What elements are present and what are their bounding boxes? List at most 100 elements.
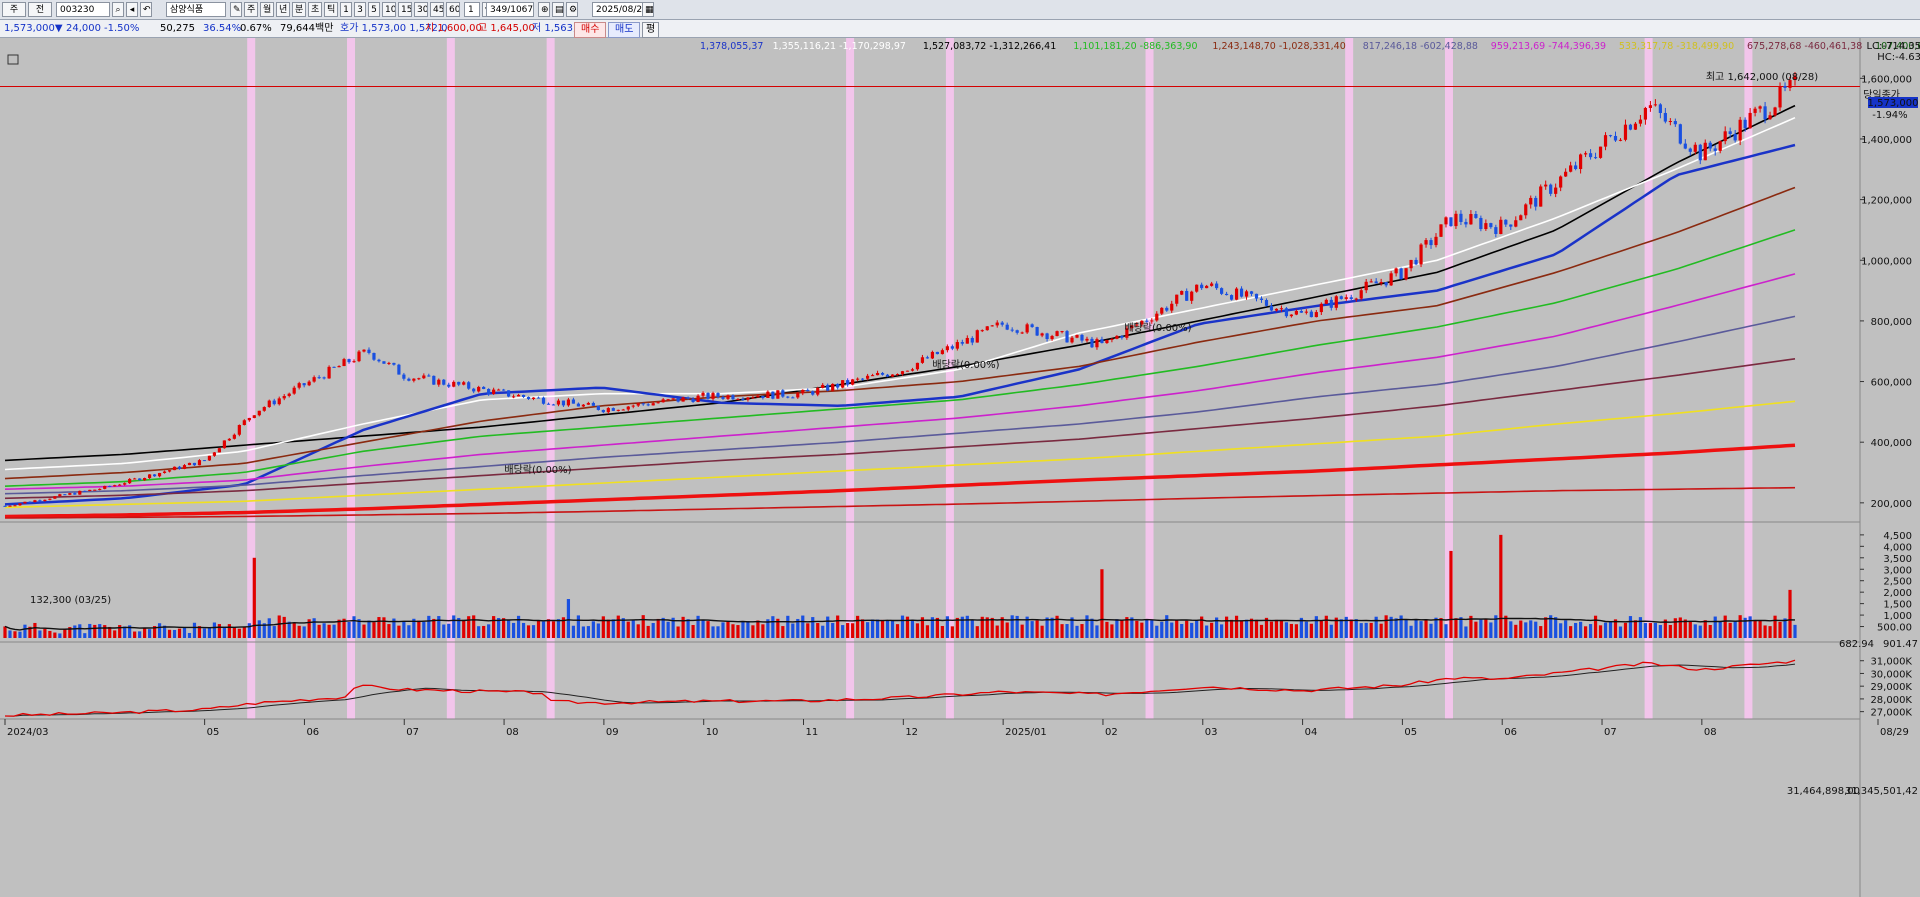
interval-3[interactable]: 3 <box>354 2 366 17</box>
indicator-value: 1,378,055,37 <box>700 41 763 52</box>
volume-bar <box>103 625 107 638</box>
volume-bar <box>1743 617 1747 638</box>
volume-bar <box>297 625 301 638</box>
candle-body <box>761 395 765 398</box>
volume-bar <box>890 619 895 638</box>
volume-bar <box>865 622 870 638</box>
back-icon[interactable]: ↶ <box>140 2 152 17</box>
speaker-icon[interactable]: ◂ <box>126 2 138 17</box>
candle-body <box>1020 332 1024 334</box>
candle-body <box>591 402 595 406</box>
candle-body <box>33 500 37 503</box>
interval-60[interactable]: 60 <box>446 2 460 17</box>
low-note: 132,300 (03/25) <box>30 595 111 606</box>
extra-button[interactable]: 평 <box>642 22 660 38</box>
volume-bar <box>686 619 690 638</box>
candle-body <box>1010 329 1014 331</box>
candle-body <box>1698 144 1702 161</box>
candle-body <box>1374 281 1378 284</box>
search-icon[interactable]: ⌕ <box>112 2 124 17</box>
candle-body <box>1329 299 1333 308</box>
candle-body <box>302 383 306 386</box>
candle-body <box>826 384 830 391</box>
candle-body <box>1284 308 1289 317</box>
stock-chart[interactable]: 200,000 400,000 600,000 800,000 1,000,000 1,2… <box>0 38 1920 897</box>
interval-5[interactable]: 5 <box>368 2 380 17</box>
candle-body <box>412 378 416 381</box>
candle-body <box>1544 184 1548 187</box>
calendar-icon[interactable]: ▦ <box>642 2 654 17</box>
candle-body <box>1444 217 1448 225</box>
candle-body <box>950 346 954 349</box>
count-input[interactable]: 1 <box>464 2 480 17</box>
candle-body <box>133 478 137 480</box>
interval-15[interactable]: 15 <box>398 2 412 17</box>
candle-body <box>1364 281 1368 291</box>
interval-30[interactable]: 30 <box>414 2 428 17</box>
period-tab-year[interactable]: 년 <box>276 2 290 17</box>
volume-bar <box>870 619 875 638</box>
candle-body <box>1643 107 1648 120</box>
candle-body <box>18 503 22 506</box>
period-tab-week[interactable]: 주 <box>244 2 258 17</box>
candle-body <box>487 389 491 394</box>
candle-body <box>462 382 466 385</box>
pencil-icon[interactable]: ✎ <box>230 2 242 17</box>
panel-toggle-icon[interactable] <box>7 54 19 65</box>
volume-bar <box>975 626 979 638</box>
period-tab-tick[interactable]: 틱 <box>324 2 338 17</box>
candle-body <box>1090 338 1094 348</box>
candle-body <box>1618 139 1623 141</box>
interval-45[interactable]: 45 <box>430 2 444 17</box>
mode-selector[interactable]: 전 <box>28 2 52 17</box>
candle-body <box>1708 142 1712 149</box>
interval-1[interactable]: 1 <box>340 2 352 17</box>
volume-tick-label: 1,500 <box>1883 600 1912 611</box>
volume-bar <box>1648 623 1653 638</box>
candle-body <box>267 400 271 408</box>
candle-body <box>1384 281 1388 286</box>
indicator-value: 817,246,18 -602,428,88 <box>1363 41 1478 52</box>
volume-bar <box>516 615 521 638</box>
candle-body <box>746 397 750 400</box>
candle-body <box>581 404 585 407</box>
volume-bar <box>1544 617 1548 638</box>
gear-icon[interactable]: ⚙ <box>566 2 578 17</box>
candle-body <box>1534 197 1538 207</box>
volume-bar <box>1105 621 1109 638</box>
period-tab-minute[interactable]: 분 <box>292 2 306 17</box>
period-selector[interactable]: 주 <box>2 2 26 17</box>
volume-bars <box>3 534 1797 638</box>
candle-body <box>875 372 880 376</box>
stock-code-input[interactable]: 003230 <box>56 2 110 17</box>
candle-body <box>905 370 910 372</box>
candle-body <box>477 386 481 392</box>
period-tab-second[interactable]: 초 <box>308 2 322 17</box>
candle-body <box>716 393 720 397</box>
volume-bar <box>856 615 860 638</box>
volume-bar <box>167 629 172 638</box>
print-icon[interactable]: ▤ <box>552 2 564 17</box>
moving-average-line <box>4 315 1796 495</box>
volume-bar <box>1564 620 1568 638</box>
sell-button[interactable]: 매도 <box>608 22 641 38</box>
candle-body <box>362 349 366 352</box>
candle-body <box>1429 240 1433 246</box>
highlight-band <box>945 38 954 719</box>
open-price: 시 1,600,00 <box>425 23 482 34</box>
candle-body <box>457 381 461 385</box>
moving-average-line <box>4 143 1796 506</box>
candle-body <box>741 399 745 401</box>
candle-body <box>1005 324 1009 330</box>
zoom-icon[interactable]: ⊕ <box>538 2 550 17</box>
volume-bar <box>1748 616 1752 638</box>
volume-bar <box>571 625 576 638</box>
buy-button[interactable]: 매수 <box>574 22 607 38</box>
trade-amount: 79,644백만 <box>280 23 334 34</box>
period-tab-month[interactable]: 월 <box>260 2 274 17</box>
interval-10[interactable]: 10 <box>382 2 396 17</box>
stock-name-field[interactable]: 삼양식품 <box>166 2 226 17</box>
candle-body <box>1394 268 1398 274</box>
volume-bar <box>771 616 775 638</box>
volume-bar <box>1638 617 1643 638</box>
